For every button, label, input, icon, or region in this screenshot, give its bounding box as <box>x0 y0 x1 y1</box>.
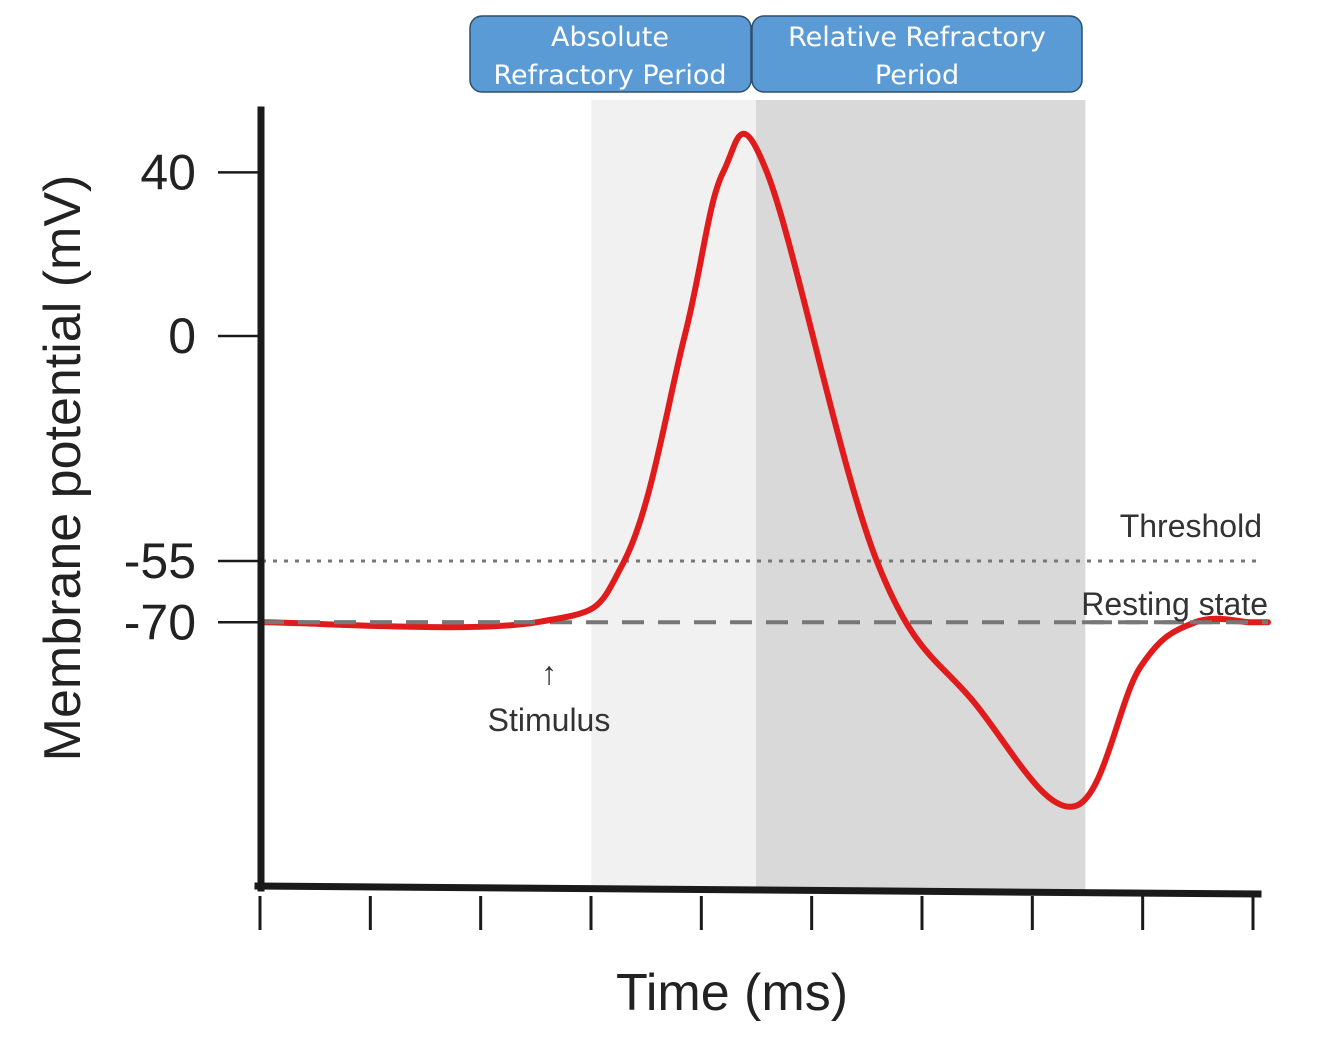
stimulus-label: Stimulus <box>488 702 611 738</box>
period-absolute-label-line2: Refractory Period <box>493 60 726 91</box>
period-relative-label-line2: Period <box>875 60 959 91</box>
relative-refractory-shade <box>756 100 1086 890</box>
trace-layer <box>259 130 1271 810</box>
period-header-boxes <box>469 15 1083 93</box>
stimulus-arrow: ↑ <box>541 655 557 691</box>
action-potential-trace <box>259 130 1271 810</box>
y-tick-label: 40 <box>140 144 196 200</box>
period-absolute-label-line1: Absolute <box>551 22 669 53</box>
refractory-shading <box>591 100 1086 890</box>
x-axis-title: Time (ms) <box>616 964 848 1022</box>
threshold-label: Threshold <box>1120 508 1262 544</box>
relative-period-box <box>751 15 1083 93</box>
chart-text: Membrane potential (mV) Time (ms) Thresh… <box>34 22 1268 1022</box>
y-tick-label: -55 <box>124 533 196 589</box>
resting-state-label: Resting state <box>1081 586 1268 622</box>
y-tick-label: 0 <box>168 308 196 364</box>
axes: 40 0 -55-70 <box>124 106 1262 930</box>
y-axis-title: Membrane potential (mV) <box>34 175 92 762</box>
absolute-period-box <box>469 15 752 93</box>
period-relative-label-line1: Relative Refractory <box>788 22 1046 53</box>
y-tick-label: -70 <box>124 594 196 650</box>
absolute-refractory-shade <box>591 100 756 890</box>
x-axis-line <box>254 882 1262 898</box>
